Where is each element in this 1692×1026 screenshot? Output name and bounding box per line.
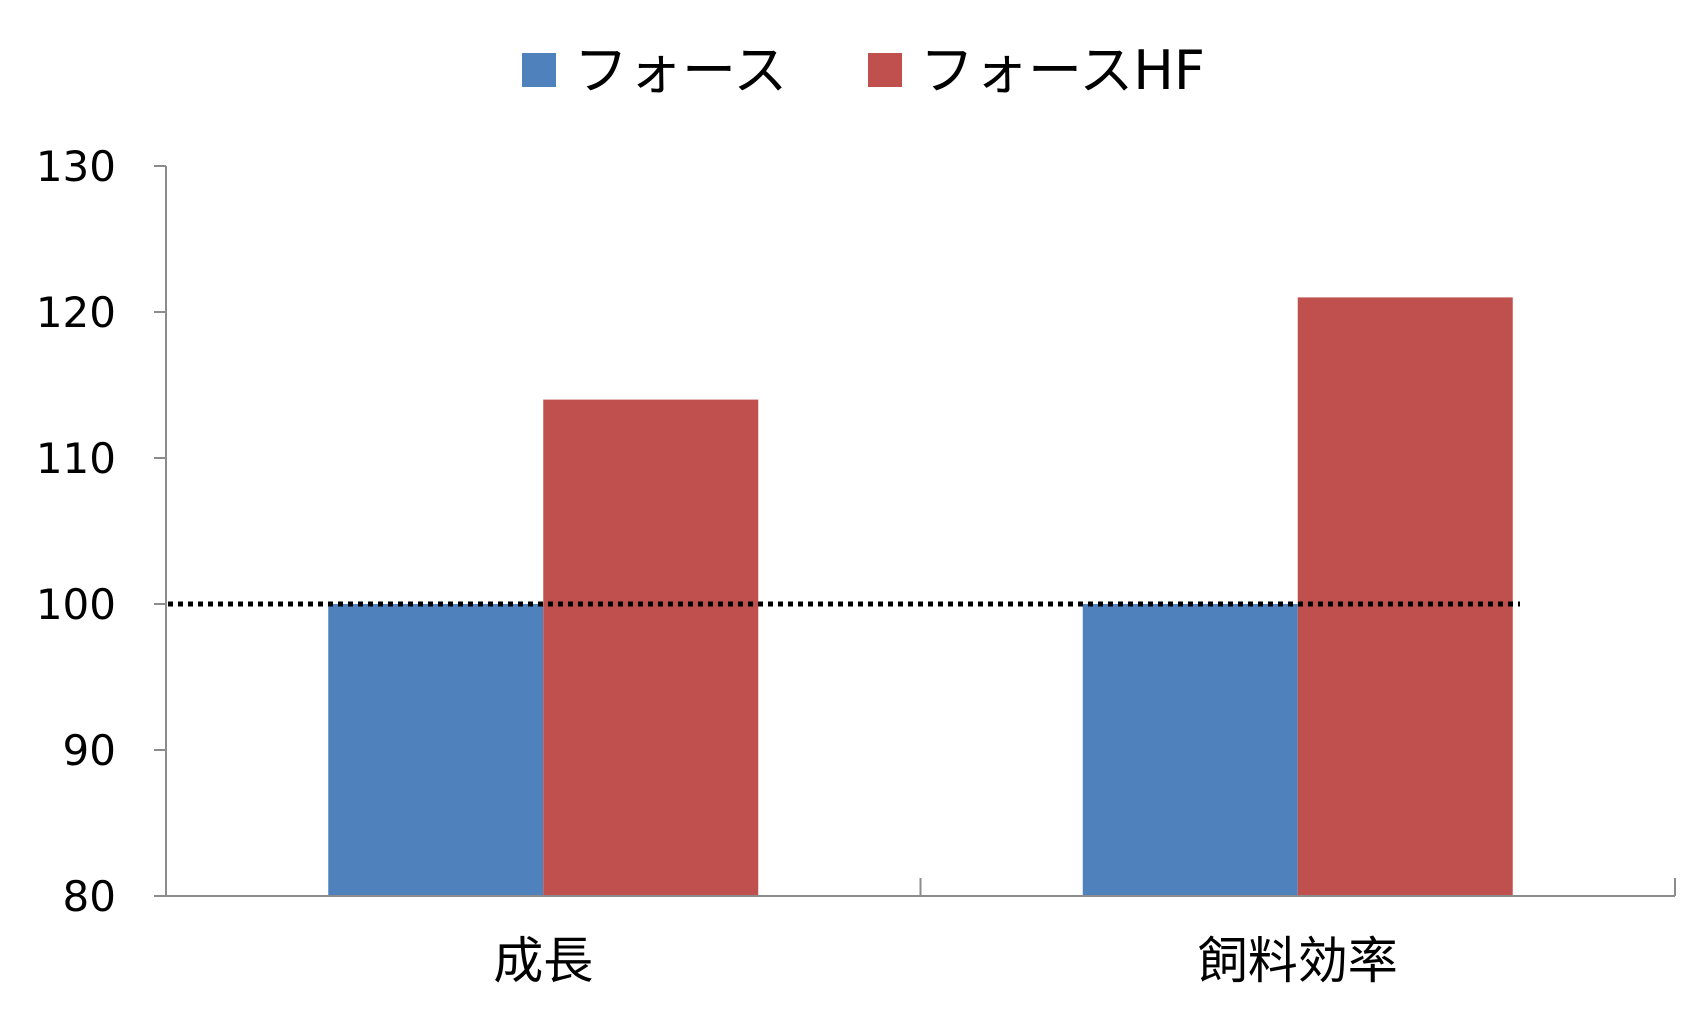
y-tick-label: 130 — [36, 142, 116, 191]
bar-1-2 — [1082, 604, 1298, 896]
y-tick-label: 110 — [36, 434, 116, 483]
x-category-label: 飼料効率 — [1198, 932, 1398, 990]
bar-1-1 — [328, 604, 544, 896]
bar-2-1 — [543, 399, 759, 896]
y-tick-label: 100 — [36, 580, 116, 629]
y-tick-label: 120 — [36, 288, 116, 337]
axes: 80 90 100 110 120 130 成長 飼料効率 — [36, 142, 1676, 990]
bar-2-2 — [1297, 297, 1513, 896]
legend-swatch — [868, 53, 902, 87]
legend-label: フォースHF — [920, 39, 1205, 102]
legend-swatch — [522, 53, 556, 87]
y-tick-label: 80 — [63, 872, 116, 921]
legend: フォース フォースHF — [522, 39, 1205, 102]
x-category-label: 成長 — [493, 932, 593, 990]
legend-label: フォース — [574, 39, 787, 102]
bars — [328, 297, 1513, 896]
y-tick-label: 90 — [63, 726, 116, 775]
